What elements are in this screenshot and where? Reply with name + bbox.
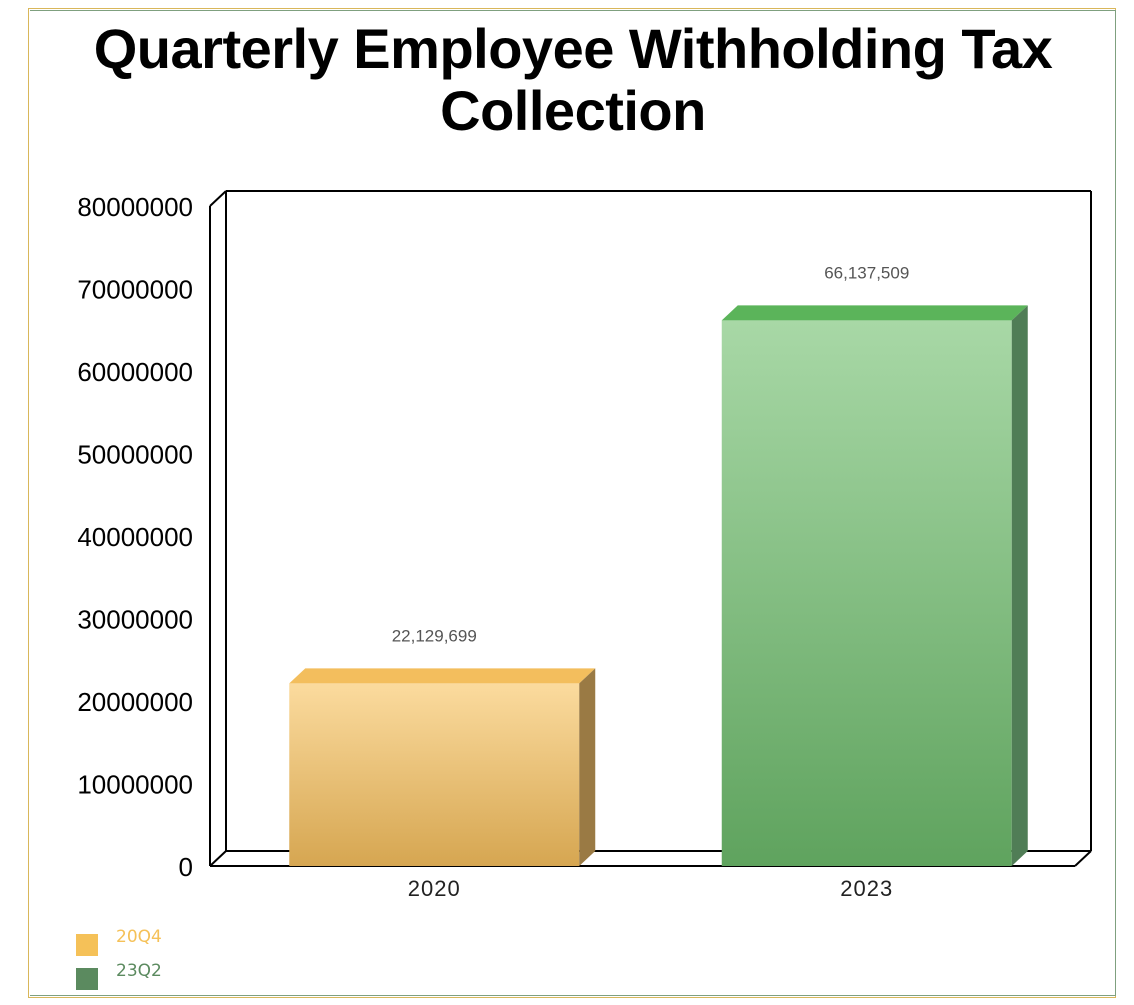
y-tick-label: 50000000 bbox=[77, 440, 193, 470]
bar-side-face bbox=[579, 668, 596, 866]
data-label: 66,137,509 bbox=[824, 263, 909, 282]
chart-title: Quarterly Employee Withholding Tax Colle… bbox=[93, 17, 1053, 142]
y-tick-label: 80000000 bbox=[77, 192, 193, 222]
bar-2023 bbox=[721, 305, 1028, 866]
bar-top-face bbox=[289, 668, 596, 684]
y-tick-label: 70000000 bbox=[77, 275, 193, 305]
y-axis-ticks: 0 10000000 20000000 30000000 40000000 5000000… bbox=[77, 192, 193, 882]
y-tick-label: 60000000 bbox=[77, 357, 193, 387]
floor-left-edge bbox=[209, 850, 227, 867]
bar-side-face bbox=[1011, 305, 1028, 866]
legend-label-23q2: 23Q2 bbox=[116, 961, 162, 981]
legend-item-23q2[interactable]: 23Q2 bbox=[76, 958, 162, 992]
x-tick-label: 2023 bbox=[840, 876, 893, 901]
legend: 20Q4 23Q2 bbox=[76, 924, 162, 992]
legend-label-20q4: 20Q4 bbox=[116, 927, 162, 947]
bar-front bbox=[289, 683, 580, 866]
legend-swatch-23q2 bbox=[76, 968, 98, 990]
data-labels: 22,129,699 66,137,509 bbox=[392, 263, 910, 645]
y-tick-label: 0 bbox=[179, 852, 193, 882]
bar-front bbox=[721, 320, 1012, 866]
y-tick-label: 10000000 bbox=[77, 770, 193, 800]
bars-group bbox=[289, 305, 1028, 866]
bar-top-face bbox=[721, 305, 1028, 321]
legend-swatch-20q4 bbox=[76, 934, 98, 956]
floor-right-edge bbox=[1074, 850, 1092, 867]
y-tick-label: 40000000 bbox=[77, 522, 193, 552]
legend-item-20q4[interactable]: 20Q4 bbox=[76, 924, 162, 958]
x-axis-ticks: 2020 2023 bbox=[408, 876, 893, 901]
y-tick-label: 30000000 bbox=[77, 605, 193, 635]
y-axis-top-edge bbox=[209, 190, 227, 207]
bar-2020 bbox=[289, 668, 596, 866]
data-label: 22,129,699 bbox=[392, 626, 477, 645]
x-tick-label: 2020 bbox=[408, 876, 461, 901]
y-tick-label: 20000000 bbox=[77, 687, 193, 717]
